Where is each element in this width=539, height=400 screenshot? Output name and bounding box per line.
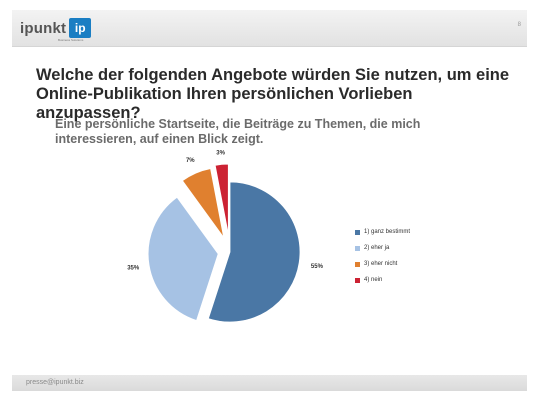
legend-label: 4) nein [364,277,383,283]
legend-swatch [355,245,360,251]
legend-label: 1) ganz bestimmt [364,229,411,235]
pie-slice-1 [207,181,301,323]
pie-slice-3 [181,168,225,238]
chart-legend: 1) ganz bestimmt 2) eher ja 3) eher nicht 4… [355,227,410,291]
footer-email[interactable]: presse@ipunkt.biz [26,379,84,386]
legend-swatch [355,277,360,283]
slice-label-2: 35% [127,265,140,271]
logo-badge: ip [69,18,92,38]
question-text: Eine persönliche Startseite, die Beiträg… [55,117,421,146]
slice-label-3: 7% [186,158,195,164]
legend-swatch [355,261,360,267]
pie-slice-4 [214,163,229,235]
pie-slice-2 [147,196,219,321]
page-title: Welche der folgenden Angebote würden Sie… [36,66,510,122]
footer-bar: presse@ipunkt.biz [12,375,527,391]
ipunkt-logo: ipunkt ip [20,17,92,39]
legend-label: 2) eher ja [364,245,390,251]
logo-tagline: Business Solutions [58,38,84,42]
legend-item-3: 3) eher nicht [355,259,410,269]
legend-swatch [355,229,360,235]
legend-item-4: 4) nein [355,275,410,285]
legend-item-2: 2) eher ja [355,243,410,253]
slice-label-4: 3% [216,150,225,156]
legend-item-1: 1) ganz bestimmt [355,227,410,237]
slice-label-1: 55% [311,264,324,270]
page-number: 8 [517,22,521,28]
logo-text: ipunkt [20,19,67,37]
header-bar: ipunkt ip Business Solutions 8 [12,10,527,47]
legend-label: 3) eher nicht [364,261,398,267]
